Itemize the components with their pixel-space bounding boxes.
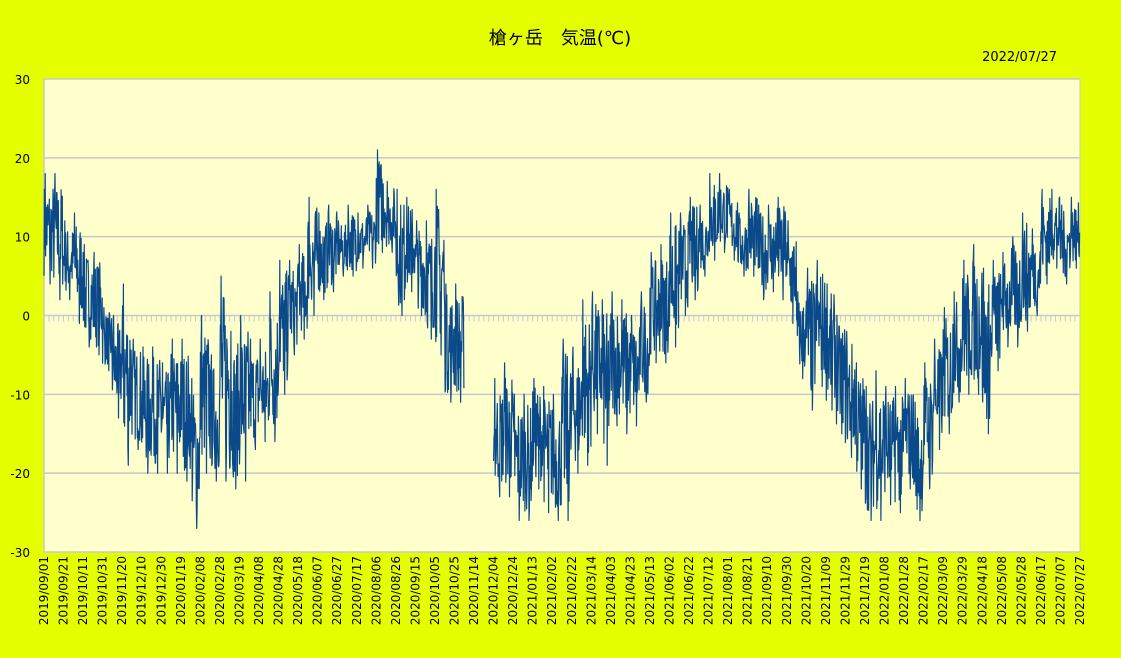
x-tick-label: 2021/02/02 — [545, 556, 559, 625]
x-tick-label: 2022/02/17 — [917, 556, 931, 625]
y-tick-label: -30 — [10, 546, 30, 560]
temperature-series-line — [493, 173, 1081, 522]
x-tick-label: 2022/07/07 — [1053, 556, 1067, 625]
x-tick-label: 2020/04/08 — [252, 556, 266, 625]
x-tick-label: 2020/05/18 — [291, 556, 305, 625]
x-tick-label: 2020/09/15 — [408, 556, 422, 625]
x-tick-label: 2021/11/29 — [838, 556, 852, 625]
y-tick-label: 30 — [15, 73, 30, 87]
x-tick-label: 2021/05/13 — [643, 556, 657, 625]
x-tick-label: 2020/04/28 — [272, 556, 286, 625]
x-tick-label: 2020/12/24 — [506, 556, 520, 625]
x-tick-label: 2021/06/22 — [682, 556, 696, 625]
x-tick-label: 2020/01/19 — [174, 556, 188, 625]
x-tick-label: 2021/11/09 — [819, 556, 833, 625]
x-tick-label: 2020/02/08 — [193, 556, 207, 625]
y-tick-label: -10 — [10, 388, 30, 402]
x-tick-label: 2020/11/14 — [467, 556, 481, 625]
x-tick-label: 2020/07/17 — [350, 556, 364, 625]
x-tick-label: 2019/09/01 — [37, 556, 51, 625]
x-tick-label: 2021/02/22 — [565, 556, 579, 625]
x-tick-label: 2021/07/12 — [702, 556, 716, 625]
x-tick-label: 2021/04/03 — [604, 556, 618, 625]
x-tick-label: 2022/06/17 — [1034, 556, 1048, 625]
y-tick-label: 20 — [15, 152, 30, 166]
x-tick-label: 2021/03/14 — [584, 556, 598, 625]
x-tick-label: 2021/09/10 — [760, 556, 774, 625]
x-tick-label: 2019/10/11 — [76, 556, 90, 625]
x-tick-label: 2022/07/27 — [1073, 556, 1087, 625]
x-tick-label: 2021/10/20 — [799, 556, 813, 625]
x-tick-label: 2020/03/19 — [232, 556, 246, 625]
x-tick-label: 2022/05/08 — [995, 556, 1009, 625]
x-tick-label: 2019/12/10 — [135, 556, 149, 625]
x-tick-label: 2020/10/25 — [447, 556, 461, 625]
x-tick-label: 2021/06/02 — [663, 556, 677, 625]
date-stamp: 2022/07/27 — [982, 50, 1057, 65]
y-tick-label: 10 — [15, 231, 30, 245]
x-tick-label: 2019/12/30 — [154, 556, 168, 625]
x-tick-label: 2022/03/09 — [936, 556, 950, 625]
x-tick-label: 2019/10/31 — [96, 556, 110, 625]
x-tick-label: 2020/10/05 — [428, 556, 442, 625]
x-tick-label: 2022/01/08 — [878, 556, 892, 625]
x-tick-label: 2020/06/07 — [311, 556, 325, 625]
x-tick-label: 2020/02/28 — [213, 556, 227, 625]
x-tick-label: 2020/12/04 — [487, 556, 501, 625]
x-tick-label: 2019/11/20 — [115, 556, 129, 625]
chart-title: 槍ヶ岳 気温(℃) — [489, 28, 631, 49]
x-tick-label: 2022/05/28 — [1014, 556, 1028, 625]
x-tick-label: 2021/09/30 — [780, 556, 794, 625]
y-tick-label: 0 — [22, 310, 30, 324]
x-tick-label: 2022/04/18 — [975, 556, 989, 625]
x-tick-label: 2021/01/13 — [526, 556, 540, 625]
x-tick-label: 2022/03/29 — [956, 556, 970, 625]
x-tick-label: 2019/09/21 — [57, 556, 71, 625]
temperature-series-line — [43, 149, 465, 530]
x-tick-label: 2021/04/23 — [623, 556, 637, 625]
x-tick-label: 2020/08/06 — [369, 556, 383, 625]
x-tick-label: 2020/08/26 — [389, 556, 403, 625]
x-tick-label: 2020/06/27 — [330, 556, 344, 625]
x-tick-label: 2022/01/28 — [897, 556, 911, 625]
x-tick-label: 2021/08/21 — [741, 556, 755, 625]
y-tick-label: -20 — [10, 467, 30, 481]
x-tick-label: 2021/12/19 — [858, 556, 872, 625]
x-tick-label: 2021/08/01 — [721, 556, 735, 625]
